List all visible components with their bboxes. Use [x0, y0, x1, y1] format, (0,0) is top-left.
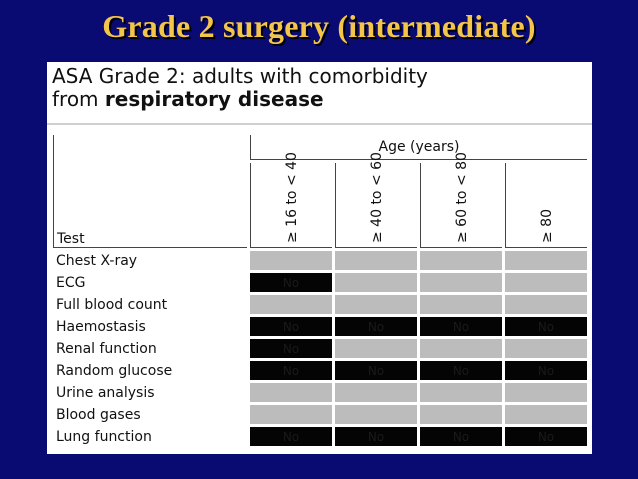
age-column-header: ≥ 60 to < 80	[420, 152, 502, 248]
heading-line-2: from respiratory disease	[52, 88, 428, 111]
recommendation-cell	[335, 339, 417, 358]
recommendation-cell: No	[250, 317, 332, 336]
age-column-header: ≥ 16 to < 40	[250, 152, 332, 248]
recommendation-cell: No	[250, 361, 332, 380]
test-name: Lung function	[56, 428, 152, 445]
recommendation-cell: No	[250, 427, 332, 446]
recommendation-cell	[420, 405, 502, 424]
recommendation-cell: No	[250, 273, 332, 292]
recommendation-cell: No	[505, 317, 587, 336]
test-name: ECG	[56, 274, 86, 291]
table-row: Urine analysis	[53, 383, 587, 402]
table-row: Chest X-ray	[53, 251, 587, 270]
recommendation-cell	[505, 251, 587, 270]
heading-line-1: ASA Grade 2: adults with comorbidity	[52, 64, 428, 88]
header-row-2: ≥ 16 to < 40 ≥ 40 to < 60 ≥ 60 to < 80 ≥…	[53, 152, 587, 248]
age-column-header: ≥ 80	[505, 163, 587, 248]
recommendation-cell	[420, 383, 502, 402]
recommendation-cell	[335, 405, 417, 424]
age-column-label: ≥ 80	[538, 209, 555, 243]
test-name: Full blood count	[56, 296, 168, 313]
recommendation-cell	[250, 251, 332, 270]
age-header: Age (years)	[250, 135, 587, 160]
panel-heading: ASA Grade 2: adults with comorbidity fro…	[52, 65, 428, 111]
heading-divider	[47, 123, 592, 125]
table-row: Blood gases	[53, 405, 587, 424]
test-name: Random glucose	[56, 362, 173, 379]
recommendation-cell	[335, 383, 417, 402]
recommendation-cell	[250, 383, 332, 402]
recommendation-cell: No	[505, 427, 587, 446]
guideline-panel: ASA Grade 2: adults with comorbidity fro…	[47, 62, 592, 454]
recommendation-cell: No	[420, 317, 502, 336]
recommendation-cell	[335, 251, 417, 270]
table-row: Random glucose No No No No	[53, 361, 587, 380]
recommendation-cell: No	[335, 427, 417, 446]
table-row: Renal function No	[53, 339, 587, 358]
test-name: Renal function	[56, 340, 157, 357]
heading-prefix: from	[52, 87, 105, 111]
test-column-header: Test	[53, 135, 247, 248]
recommendation-cell: No	[420, 361, 502, 380]
age-column-header: ≥ 40 to < 60	[335, 152, 417, 248]
test-name: Blood gases	[56, 406, 141, 423]
recommendation-cell: No	[250, 339, 332, 358]
recommendation-cell	[335, 295, 417, 314]
table-row: Lung function No No No No	[53, 427, 587, 446]
age-column-label: ≥ 40 to < 60	[368, 152, 385, 243]
recommendation-cell	[420, 295, 502, 314]
heading-bold: respiratory disease	[104, 87, 324, 111]
recommendation-cell	[335, 273, 417, 292]
recommendation-cell	[250, 295, 332, 314]
recommendation-cell	[420, 339, 502, 358]
recommendation-cell: No	[335, 317, 417, 336]
recommendation-cell	[420, 251, 502, 270]
slide-title: Grade 2 surgery (intermediate)	[102, 8, 536, 44]
recommendation-cell	[250, 405, 332, 424]
test-table: Test Age (years) ≥ 16 to < 40 ≥ 40 to < …	[50, 132, 590, 449]
header-row-1: Test Age (years)	[53, 135, 587, 248]
age-column-label: ≥ 16 to < 40	[283, 152, 300, 243]
table-row: Haemostasis No No No No	[53, 317, 587, 336]
recommendation-cell	[420, 273, 502, 292]
recommendation-cell	[505, 405, 587, 424]
recommendation-cell	[505, 339, 587, 358]
test-name: Chest X-ray	[56, 252, 138, 269]
test-name: Haemostasis	[56, 318, 146, 335]
recommendation-cell: No	[505, 361, 587, 380]
test-name: Urine analysis	[56, 384, 155, 401]
age-column-label: ≥ 60 to < 80	[453, 152, 470, 243]
recommendation-cell: No	[420, 427, 502, 446]
table-row: Full blood count	[53, 295, 587, 314]
recommendation-cell: No	[335, 361, 417, 380]
recommendation-cell	[505, 295, 587, 314]
table-row: ECG No	[53, 273, 587, 292]
recommendation-cell	[505, 383, 587, 402]
recommendation-cell	[505, 273, 587, 292]
